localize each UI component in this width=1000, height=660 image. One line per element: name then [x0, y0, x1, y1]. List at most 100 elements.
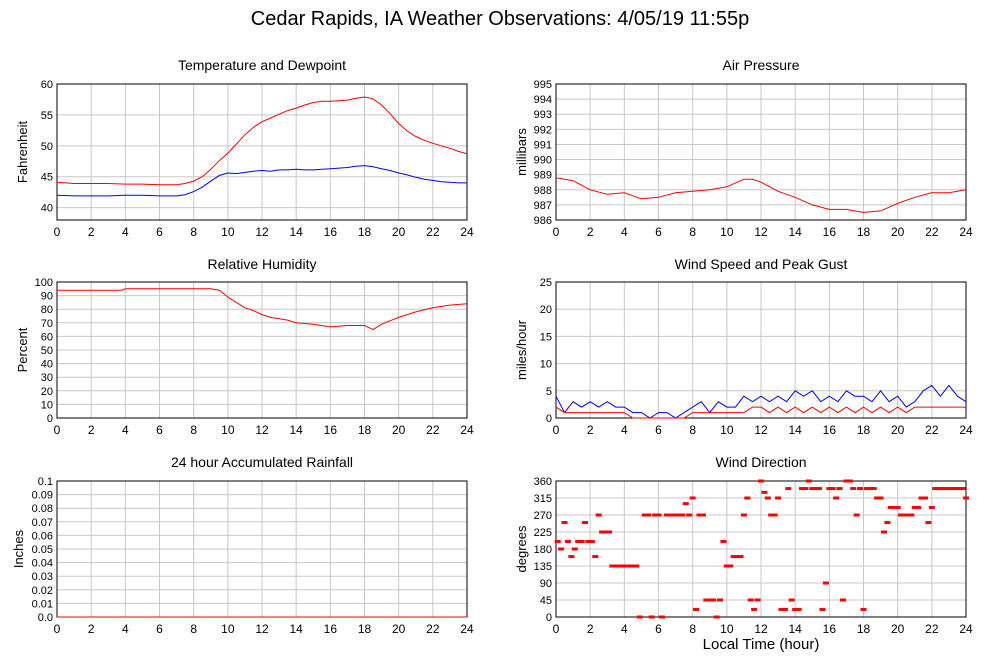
data-point [863, 487, 870, 491]
y-tick-label: 0 [47, 413, 53, 425]
pressure-ylabel: millibars [514, 128, 529, 176]
y-tick-label: 55 [41, 110, 53, 122]
x-tick-label: 18 [857, 225, 871, 239]
y-tick-label: 0.09 [32, 490, 53, 502]
data-point [720, 539, 727, 543]
pressure-gridlines [555, 83, 967, 221]
data-point [655, 513, 662, 517]
data-point [568, 555, 575, 559]
x-tick-label: 22 [925, 423, 939, 437]
x-tick-label: 18 [857, 622, 871, 636]
data-point [696, 513, 703, 517]
y-tick-label: 60 [41, 331, 53, 343]
data-point [918, 496, 925, 500]
x-tick-label: 12 [255, 225, 269, 239]
x-tick-label: 10 [221, 622, 235, 636]
data-point [561, 521, 568, 525]
x-tick-label: 20 [392, 622, 406, 636]
x-tick-label: 12 [754, 225, 768, 239]
page-title: Cedar Rapids, IA Weather Observations: 4… [250, 8, 750, 30]
data-point [689, 496, 696, 500]
data-point [744, 496, 751, 500]
data-point [592, 555, 599, 559]
rain-ylabel: Inches [11, 529, 26, 568]
x-tick-label: 8 [190, 225, 197, 239]
wind-plot-frame [555, 281, 967, 419]
temp-chart: 0 2 4 6 8 10 12 14 16 18 20 22 244045505560Fahrenhei… [15, 79, 474, 239]
humidity-gridlines [56, 281, 468, 419]
temp-chart-title: Temperature and Dewpoint [177, 57, 347, 73]
data-point [609, 564, 616, 568]
x-tick-label: 10 [720, 225, 734, 239]
y-tick-label: 50 [41, 345, 53, 357]
data-point [836, 487, 843, 491]
x-tick-label: 12 [255, 622, 269, 636]
data-point [829, 487, 836, 491]
data-point [932, 487, 939, 491]
x-tick-label: 14 [289, 423, 303, 437]
humidity-ylabel: Percent [15, 327, 30, 372]
wind-series-line-1 [555, 406, 966, 419]
x-tick-label: 2 [88, 225, 95, 239]
x-tick-label: 4 [621, 225, 628, 239]
x-tick-label: 8 [689, 423, 696, 437]
data-point [887, 505, 894, 509]
data-point [901, 513, 908, 517]
data-point [792, 607, 799, 611]
y-tick-label: 989 [534, 170, 552, 182]
y-tick-label: 25 [540, 277, 552, 289]
data-point [575, 539, 582, 543]
data-point [706, 598, 713, 602]
data-point [703, 598, 710, 602]
data-point [626, 564, 633, 568]
data-point [672, 513, 679, 517]
temp-plot-frame [56, 83, 468, 221]
x-tick-label: 8 [190, 622, 197, 636]
x-tick-label: 2 [88, 622, 95, 636]
data-point [884, 521, 891, 525]
y-tick-label: 993 [534, 109, 552, 121]
x-tick-label: 20 [392, 225, 406, 239]
data-point [554, 539, 561, 543]
data-point [860, 607, 867, 611]
y-tick-label: 0.0 [38, 612, 53, 624]
x-tick-label: 22 [426, 225, 440, 239]
data-point [588, 539, 595, 543]
x-tick-label: 12 [255, 423, 269, 437]
y-tick-label: 45 [41, 172, 53, 184]
y-tick-label: 135 [534, 561, 552, 573]
data-point [785, 487, 792, 491]
data-point [795, 607, 802, 611]
temp-series-line-1 [56, 165, 467, 197]
y-tick-label: 986 [534, 215, 552, 227]
x-tick-label: 22 [925, 225, 939, 239]
data-point [877, 496, 884, 500]
data-point [652, 513, 659, 517]
x-tick-label: 10 [221, 423, 235, 437]
y-tick-label: 990 [534, 155, 552, 167]
y-tick-label: 0.02 [32, 585, 53, 597]
x-tick-label: 18 [358, 423, 372, 437]
data-point [908, 513, 915, 517]
data-point [874, 496, 881, 500]
data-point [699, 513, 706, 517]
data-point [850, 487, 857, 491]
humidity-chart-title: Relative Humidity [207, 256, 317, 272]
data-point [664, 513, 671, 517]
data-point [727, 564, 734, 568]
data-point [582, 521, 589, 525]
x-tick-label: 22 [426, 622, 440, 636]
winddir-gridlines [555, 480, 967, 618]
x-tick-label: 10 [720, 622, 734, 636]
x-tick-label: 18 [857, 423, 871, 437]
y-tick-label: 0 [546, 612, 552, 624]
y-tick-label: 991 [534, 139, 552, 151]
data-point [636, 615, 643, 619]
x-tick-label: 6 [655, 622, 662, 636]
y-tick-label: 15 [540, 331, 552, 343]
data-point [558, 547, 565, 551]
y-tick-label: 994 [534, 94, 552, 106]
x-tick-label: 24 [460, 622, 474, 636]
data-point [949, 487, 956, 491]
